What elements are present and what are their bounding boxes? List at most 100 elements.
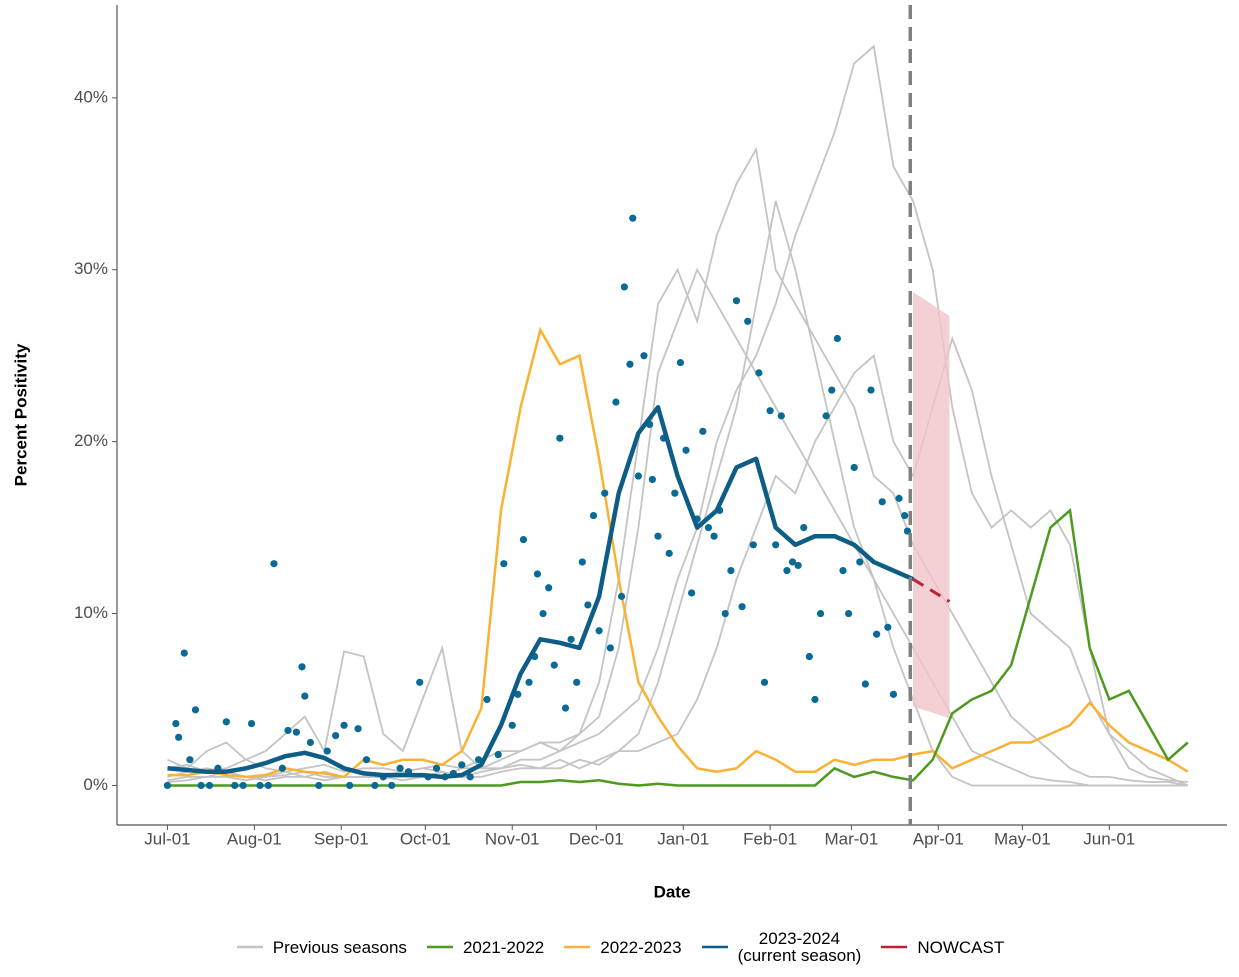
observed-point	[247, 719, 256, 728]
observed-point	[474, 756, 483, 764]
observed-point	[884, 623, 892, 631]
y-tick-label: 30%	[74, 259, 108, 278]
observed-point	[323, 747, 331, 755]
observed-point	[654, 532, 662, 540]
observed-point	[620, 283, 628, 291]
x-tick-label: Sep-01	[314, 829, 369, 848]
previous-season-line	[167, 200, 1188, 787]
observed-point	[629, 214, 637, 222]
observed-point	[895, 494, 903, 502]
observed-point	[805, 652, 813, 661]
legend-label: 2021-2022	[462, 937, 545, 957]
observed-point	[749, 541, 757, 549]
observed-point	[584, 601, 592, 609]
observed-point	[682, 446, 690, 454]
observed-point	[839, 566, 847, 575]
y-tick-label: 10%	[74, 603, 108, 622]
observed-point	[533, 570, 542, 578]
observed-point	[556, 434, 564, 442]
legend-item: NOWCAST	[879, 939, 1004, 956]
observed-point	[727, 566, 735, 575]
legend-swatch	[426, 945, 453, 949]
observed-point	[595, 627, 603, 635]
observed-point	[873, 630, 881, 638]
observed-point	[306, 738, 315, 747]
observed-point	[732, 297, 741, 305]
observed-point	[601, 489, 609, 497]
y-tick-label: 0%	[83, 775, 108, 794]
observed-point	[172, 719, 180, 728]
observed-point	[180, 649, 188, 657]
observed-point	[466, 773, 474, 781]
observed-point	[222, 718, 230, 726]
legend-item: 2023-2024 (current season)	[700, 929, 862, 965]
observed-point	[833, 334, 841, 343]
observed-point	[239, 781, 247, 790]
observed-point	[676, 358, 685, 367]
legend-label: 2023-2024 (current season)	[737, 929, 862, 965]
x-tick-label: May-01	[994, 829, 1051, 848]
observed-point	[292, 728, 300, 736]
observed-point	[567, 635, 575, 643]
current-season-smooth	[167, 405, 915, 780]
legend-item: Previous seasons	[235, 939, 407, 956]
observed-point	[844, 609, 853, 618]
observed-point	[458, 761, 466, 769]
observed-point	[721, 609, 729, 618]
observed-point	[772, 541, 780, 549]
observed-point	[816, 609, 825, 618]
observed-point	[903, 527, 912, 535]
observed-point	[889, 690, 898, 698]
observed-point	[648, 475, 656, 484]
observed-point	[231, 781, 239, 790]
legend-swatch	[236, 945, 263, 949]
observed-point	[794, 561, 802, 570]
observed-point	[578, 558, 586, 566]
previous-season-line	[167, 44, 1188, 783]
observed-point	[867, 386, 875, 394]
legend-label: Previous seasons	[272, 937, 407, 957]
legend-label: 2022-2023	[600, 937, 682, 957]
y-tick-label: 20%	[74, 431, 108, 450]
observed-point	[371, 781, 379, 790]
observed-point	[256, 781, 264, 790]
legend-label: NOWCAST	[917, 937, 1005, 957]
observed-point	[301, 692, 309, 700]
season-line	[167, 507, 1189, 787]
observed-point	[354, 725, 362, 733]
observed-point	[284, 726, 292, 735]
observed-point	[514, 690, 522, 698]
observed-point	[550, 661, 558, 669]
observed-point	[760, 678, 769, 686]
observed-point	[710, 532, 718, 540]
observed-point	[612, 398, 620, 406]
observed-point	[270, 560, 278, 568]
observed-point	[788, 558, 797, 566]
observed-point	[783, 566, 791, 575]
observed-point	[264, 781, 272, 790]
observed-point	[500, 560, 508, 568]
observed-point	[634, 472, 642, 480]
observed-point	[755, 369, 763, 377]
observed-point	[704, 523, 713, 532]
observed-point	[738, 603, 746, 611]
observed-point	[861, 680, 870, 688]
x-tick-label: Jun-01	[1083, 829, 1135, 848]
observed-point	[901, 511, 909, 520]
observed-point	[589, 511, 598, 520]
x-tick-label: Mar-01	[824, 829, 878, 848]
legend-swatch	[564, 945, 591, 949]
observed-point	[362, 756, 371, 764]
observed-point	[508, 721, 516, 729]
observed-point	[191, 706, 200, 714]
observed-point	[800, 523, 808, 532]
observed-point	[525, 678, 533, 686]
observed-point	[545, 584, 553, 592]
nowcast-band	[913, 292, 950, 719]
previous-season-line	[167, 335, 1189, 787]
observed-point	[671, 489, 679, 497]
observed-point	[197, 781, 205, 790]
observed-point	[699, 427, 707, 435]
legend-swatch	[701, 945, 728, 949]
x-tick-label: Dec-01	[569, 829, 624, 848]
